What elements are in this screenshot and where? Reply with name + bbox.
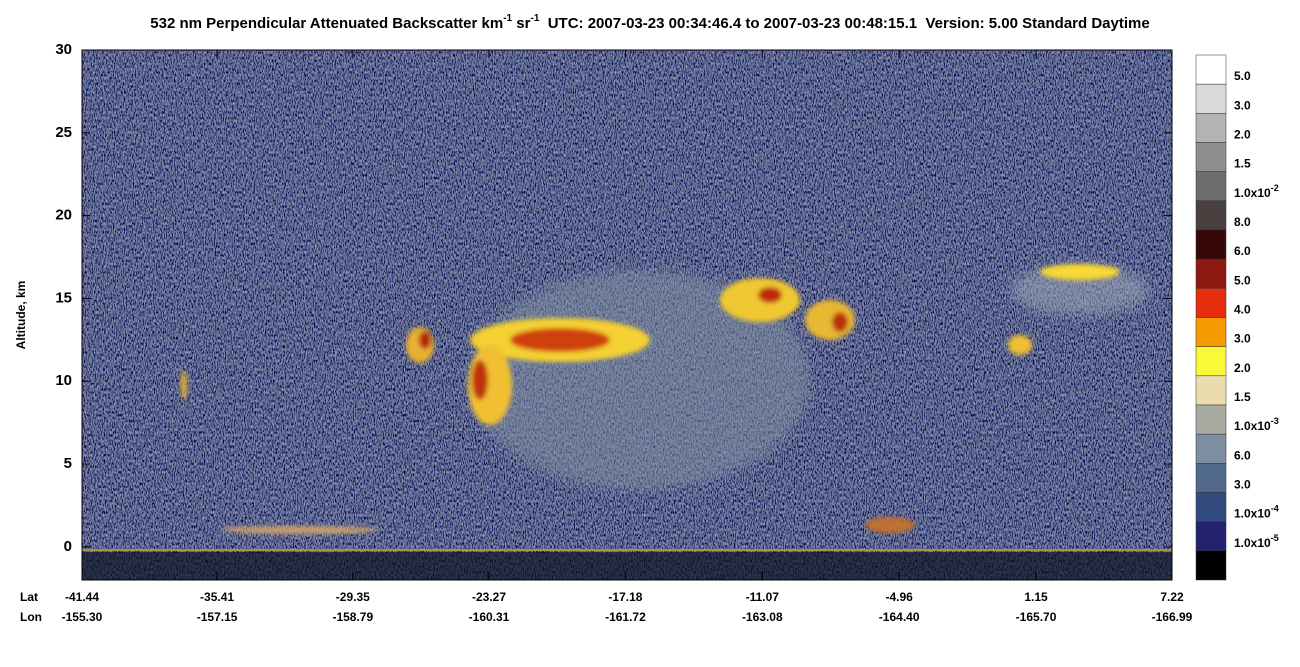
x-tick-label: -160.31: [469, 610, 510, 624]
x-tick-label: -29.35: [336, 590, 370, 604]
colorbar-swatch: [1195, 492, 1227, 522]
plot-frame: [81, 49, 1173, 581]
y-tick-label: 20: [55, 207, 72, 224]
plot-image: [82, 50, 1172, 580]
colorbar-swatch: [1195, 433, 1227, 464]
x-tick-label: -161.72: [605, 610, 646, 624]
colorbar-label-text: 5.0: [1234, 69, 1251, 83]
colorbar-label-text: 6.0: [1234, 244, 1251, 258]
colorbar-label-text: 1.0x10: [1234, 536, 1271, 550]
colorbar-label: 3.0: [1234, 99, 1251, 113]
x-tick-label: -158.79: [332, 610, 373, 624]
colorbar-label: 6.0: [1234, 244, 1251, 258]
x-tick-label: -165.70: [1016, 610, 1057, 624]
colorbar-label: 1.5: [1234, 390, 1251, 404]
colorbar-swatch: [1195, 521, 1227, 552]
title-part: UTC: 2007-03-23 00:34:46.4 to 2007-03-23…: [539, 15, 1149, 32]
x-tick-label: 7.22: [1160, 590, 1184, 604]
colorbar-swatch: [1195, 404, 1227, 435]
colorbar-label-text: 4.0: [1234, 303, 1251, 317]
x-tick-label: -23.27: [472, 590, 506, 604]
colorbar-label-text: 1.0x10: [1234, 507, 1271, 521]
colorbar-swatch: [1195, 83, 1227, 114]
colorbar-swatch: [1195, 229, 1227, 260]
colorbar-swatch: [1195, 375, 1227, 406]
colorbar-swatch: [1195, 54, 1227, 85]
title-part: 532 nm Perpendicular Attenuated Backscat…: [150, 15, 503, 32]
colorbar-swatch: [1195, 550, 1227, 581]
x-tick-label: -164.40: [879, 610, 920, 624]
colorbar-label: 5.0: [1234, 69, 1251, 83]
colorbar-label: 3.0: [1234, 332, 1251, 346]
colorbar-label-text: 1.5: [1234, 390, 1251, 404]
y-tick-label: 30: [55, 41, 72, 58]
colorbar-label: 6.0: [1234, 449, 1251, 463]
colorbar-label: 2.0: [1234, 128, 1251, 142]
colorbar-label: 2.0: [1234, 361, 1251, 375]
y-tick-label: 10: [55, 372, 72, 389]
y-tick-label: 5: [64, 455, 72, 472]
colorbar-label-exponent: -2: [1271, 183, 1279, 193]
colorbar-label: 1.0x10-3: [1234, 417, 1279, 434]
colorbar-label-text: 2.0: [1234, 128, 1251, 142]
title-superscript: -1: [530, 13, 539, 24]
x-tick-label: -166.99: [1152, 610, 1193, 624]
colorbar-label-exponent: -3: [1271, 417, 1279, 427]
colorbar-swatch: [1195, 317, 1227, 347]
y-tick-label: 15: [55, 289, 72, 306]
x-tick-label: -17.18: [608, 590, 642, 604]
x-row-name: Lon: [20, 610, 42, 624]
colorbar-label: 5.0: [1234, 274, 1251, 288]
colorbar-label-exponent: -4: [1271, 504, 1279, 514]
colorbar-label: 1.0x10-4: [1234, 504, 1279, 521]
colorbar-label-text: 3.0: [1234, 99, 1251, 113]
y-axis-label: Altitude, km: [14, 281, 28, 350]
colorbar-label: 1.0x10-2: [1234, 183, 1279, 200]
colorbar-label-text: 3.0: [1234, 478, 1251, 492]
colorbar-swatch: [1195, 171, 1227, 202]
colorbar-label-text: 3.0: [1234, 332, 1251, 346]
x-tick-label: -11.07: [746, 590, 780, 604]
x-row-name: Lat: [20, 590, 38, 604]
y-tick-label: 0: [64, 538, 72, 555]
colorbar-swatch: [1195, 142, 1227, 172]
x-tick-label: -155.30: [62, 610, 103, 624]
colorbar-swatch: [1195, 288, 1227, 318]
colorbar-label-exponent: -5: [1271, 533, 1279, 543]
colorbar-swatch: [1195, 346, 1227, 377]
x-tick-label: -41.44: [65, 590, 99, 604]
x-tick-label: 1.15: [1024, 590, 1048, 604]
colorbar-label: 1.0x10-5: [1234, 533, 1279, 550]
x-tick-label: -163.08: [742, 610, 783, 624]
colorbar-swatch: [1195, 200, 1227, 231]
x-tick-label: -157.15: [197, 610, 238, 624]
colorbar-label: 3.0: [1234, 478, 1251, 492]
colorbar-label-text: 1.0x10: [1234, 419, 1271, 433]
colorbar-swatch: [1195, 463, 1227, 493]
chart-title: 532 nm Perpendicular Attenuated Backscat…: [150, 13, 1149, 32]
colorbar-label-text: 8.0: [1234, 215, 1251, 229]
colorbar-label-text: 2.0: [1234, 361, 1251, 375]
x-tick-label: -4.96: [885, 590, 913, 604]
colorbar-label: 8.0: [1234, 215, 1251, 229]
y-tick-label: 25: [55, 124, 72, 141]
colorbar-swatch: [1195, 258, 1227, 289]
colorbar-swatch: [1195, 113, 1227, 143]
colorbar-label-text: 1.5: [1234, 157, 1251, 171]
title-part: sr: [512, 15, 531, 32]
colorbar-label: 4.0: [1234, 303, 1251, 317]
colorbar-label-text: 6.0: [1234, 449, 1251, 463]
colorbar-label: 1.5: [1234, 157, 1251, 171]
title-superscript: -1: [503, 13, 512, 24]
x-tick-label: -35.41: [200, 590, 234, 604]
colorbar-label-text: 1.0x10: [1234, 186, 1271, 200]
colorbar-label-text: 5.0: [1234, 274, 1251, 288]
